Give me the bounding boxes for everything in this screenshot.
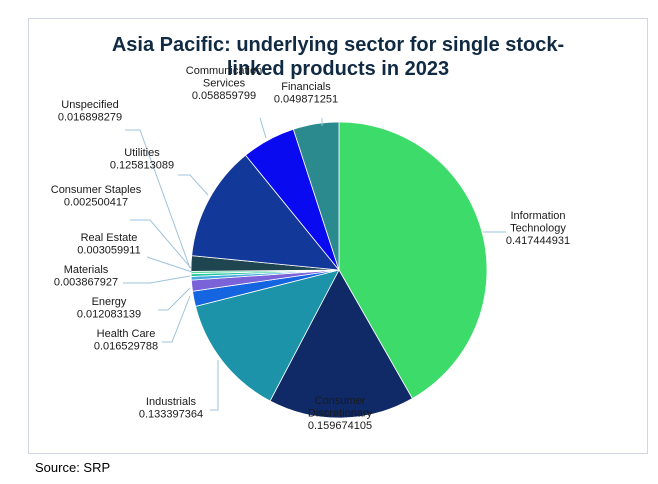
slice-value-health-care: 0.016529788 bbox=[94, 341, 158, 353]
slice-name-communication-services: Communication bbox=[186, 65, 262, 77]
chart-title: Asia Pacific: underlying sector for sing… bbox=[28, 33, 648, 81]
slice-value-utilities: 0.125813089 bbox=[110, 160, 174, 172]
leader-line-unspecified bbox=[125, 129, 191, 269]
leader-lines bbox=[123, 117, 506, 411]
slice-label-utilities: Utilities 0.125813089 bbox=[110, 147, 174, 172]
slice-name-consumer-discretionary: Consumer bbox=[315, 395, 366, 407]
pie-slice-information-technology bbox=[338, 121, 488, 400]
source-note: Source: SRP bbox=[35, 460, 111, 475]
slice-label-health-care: Health Care 0.016529788 bbox=[94, 328, 158, 353]
leader-line-industrials bbox=[210, 360, 219, 411]
slice-label-industrials: Industrials 0.133397364 bbox=[139, 396, 203, 421]
slice-value-industrials: 0.133397364 bbox=[139, 409, 203, 421]
slice-name-energy: Energy bbox=[92, 296, 127, 308]
chart-title-line-1: Asia Pacific: underlying sector for sing… bbox=[111, 34, 565, 56]
pie-slice-industrials bbox=[195, 269, 340, 402]
slice-value-energy: 0.012083139 bbox=[77, 309, 141, 321]
leader-line-real-estate bbox=[146, 256, 193, 273]
slice-name-communication-services: Services bbox=[203, 78, 246, 90]
slice-label-communication-services: Communication Services 0.058859799 bbox=[186, 65, 262, 102]
slice-name-industrials: Industrials bbox=[146, 396, 197, 408]
leader-line-communication-services bbox=[259, 117, 267, 139]
slice-name-real-estate: Real Estate bbox=[81, 232, 138, 244]
slice-name-information-technology: Technology bbox=[510, 223, 566, 235]
slice-value-consumer-discretionary: 0.159674105 bbox=[308, 420, 372, 432]
leader-line-consumer-staples bbox=[130, 219, 192, 269]
slice-labels: Information Technology 0.417444931 Consumer… bbox=[51, 65, 570, 432]
chart-title-line-2: linked products in 2023 bbox=[226, 58, 450, 80]
slice-name-health-care: Health Care bbox=[97, 328, 156, 340]
leader-line-utilities bbox=[178, 174, 209, 196]
slice-label-financials: Financials 0.049871251 bbox=[274, 81, 338, 106]
slice-name-consumer-discretionary: Discretionary bbox=[308, 408, 373, 420]
pie-slice-consumer-discretionary bbox=[269, 269, 413, 419]
slice-label-unspecified: Unspecified 0.016898279 bbox=[58, 99, 122, 124]
slice-label-information-technology: Information Technology 0.417444931 bbox=[506, 210, 570, 247]
slice-value-consumer-staples: 0.002500417 bbox=[64, 197, 128, 209]
slice-name-utilities: Utilities bbox=[124, 147, 160, 159]
pie-slice-financials bbox=[292, 121, 340, 271]
slice-value-information-technology: 0.417444931 bbox=[506, 235, 570, 247]
leader-line-energy bbox=[158, 287, 191, 311]
slice-value-financials: 0.049871251 bbox=[274, 94, 338, 106]
leader-line-health-care bbox=[162, 295, 191, 343]
slice-value-unspecified: 0.016898279 bbox=[58, 112, 122, 124]
leader-line-materials bbox=[123, 275, 191, 284]
pie-slice-utilities bbox=[191, 154, 340, 271]
slice-name-unspecified: Unspecified bbox=[61, 99, 118, 111]
slice-value-communication-services: 0.058859799 bbox=[192, 90, 256, 102]
slice-label-real-estate: Real Estate 0.003059911 bbox=[77, 232, 140, 257]
slice-label-energy: Energy 0.012083139 bbox=[77, 296, 141, 321]
slice-name-materials: Materials bbox=[64, 264, 109, 276]
pie-slices bbox=[190, 121, 488, 419]
slice-label-materials: Materials 0.003867927 bbox=[54, 264, 118, 289]
slice-name-financials: Financials bbox=[281, 81, 331, 93]
slice-value-materials: 0.003867927 bbox=[54, 277, 118, 289]
slice-label-consumer-discretionary: Consumer Discretionary 0.159674105 bbox=[308, 395, 373, 432]
slice-value-real-estate: 0.003059911 bbox=[77, 245, 140, 257]
slice-label-consumer-staples: Consumer Staples 0.002500417 bbox=[51, 184, 142, 209]
slice-name-consumer-staples: Consumer Staples bbox=[51, 184, 142, 196]
slice-name-information-technology: Information bbox=[510, 210, 565, 222]
